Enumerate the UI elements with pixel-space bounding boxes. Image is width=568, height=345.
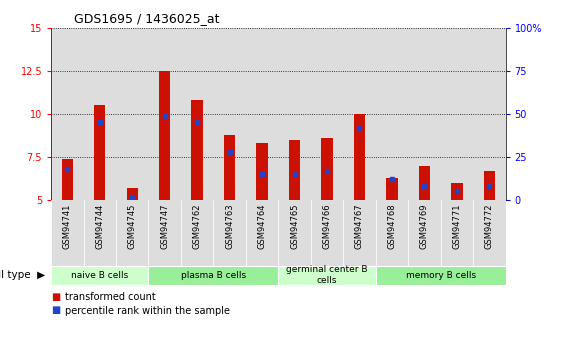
Text: GSM94763: GSM94763 [225,204,234,249]
Text: GSM94764: GSM94764 [258,204,266,249]
Text: percentile rank within the sample: percentile rank within the sample [65,306,230,315]
Bar [375,28,408,200]
Text: GSM94765: GSM94765 [290,204,299,249]
Text: GSM94769: GSM94769 [420,204,429,249]
FancyBboxPatch shape [246,200,278,267]
Bar [224,135,235,200]
Bar [62,159,73,200]
Text: GSM94745: GSM94745 [128,204,137,249]
Text: GSM94767: GSM94767 [355,204,364,249]
Text: memory B cells: memory B cells [406,270,475,280]
Text: GSM94741: GSM94741 [63,204,72,249]
Bar [214,28,246,200]
FancyBboxPatch shape [311,200,343,267]
Bar [483,171,495,200]
Text: GSM94766: GSM94766 [323,204,332,249]
Bar [191,100,203,200]
FancyBboxPatch shape [441,200,473,267]
Bar [311,28,343,200]
Bar [408,28,441,200]
Bar [246,28,278,200]
Bar [51,28,83,200]
Bar [289,140,300,200]
FancyBboxPatch shape [214,200,246,267]
Bar [451,183,462,200]
Bar [278,28,311,200]
Bar [127,188,138,200]
Text: GSM94771: GSM94771 [452,204,461,249]
FancyBboxPatch shape [148,266,278,285]
Text: plasma B cells: plasma B cells [181,270,246,280]
Text: cell type  ▶: cell type ▶ [0,270,45,280]
Bar [354,114,365,200]
Text: GSM94762: GSM94762 [193,204,202,249]
FancyBboxPatch shape [375,200,408,267]
Bar [321,138,333,200]
Text: transformed count: transformed count [65,293,156,302]
Text: ■: ■ [51,293,60,302]
Bar [343,28,375,200]
FancyBboxPatch shape [181,200,214,267]
Text: naive B cells: naive B cells [71,270,128,280]
FancyBboxPatch shape [278,266,375,285]
FancyBboxPatch shape [408,200,441,267]
FancyBboxPatch shape [148,200,181,267]
FancyBboxPatch shape [51,266,148,285]
FancyBboxPatch shape [473,200,506,267]
Bar [386,178,398,200]
Bar [148,28,181,200]
FancyBboxPatch shape [278,200,311,267]
FancyBboxPatch shape [343,200,375,267]
FancyBboxPatch shape [116,200,148,267]
Bar [83,28,116,200]
Bar [256,143,268,200]
Bar [441,28,473,200]
Bar [116,28,148,200]
FancyBboxPatch shape [51,200,83,267]
FancyBboxPatch shape [375,266,506,285]
Bar [419,166,430,200]
Text: GDS1695 / 1436025_at: GDS1695 / 1436025_at [74,12,219,25]
Text: GSM94772: GSM94772 [485,204,494,249]
Bar [473,28,506,200]
Text: GSM94744: GSM94744 [95,204,105,249]
Text: GSM94768: GSM94768 [387,204,396,249]
Bar [94,105,106,200]
Bar [159,71,170,200]
Text: GSM94747: GSM94747 [160,204,169,249]
Bar [181,28,214,200]
FancyBboxPatch shape [83,200,116,267]
Text: germinal center B
cells: germinal center B cells [286,265,367,285]
Text: ■: ■ [51,306,60,315]
